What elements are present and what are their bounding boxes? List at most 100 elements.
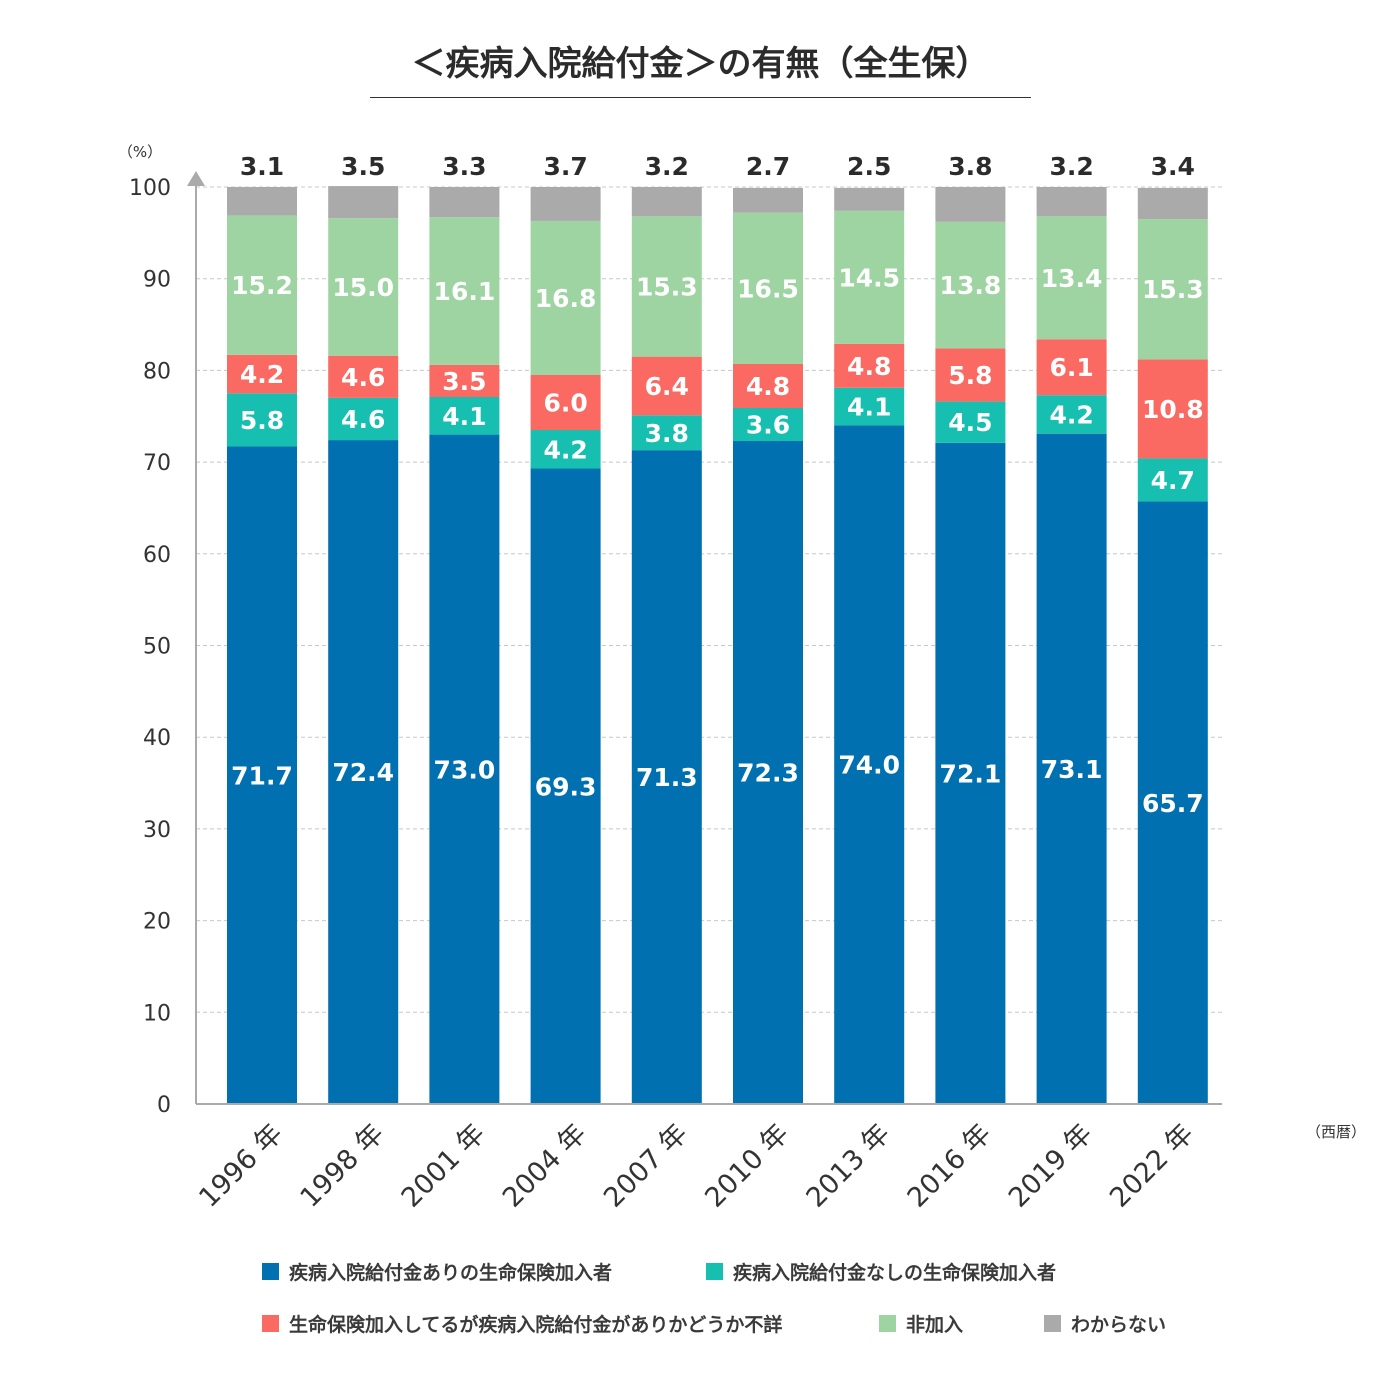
- bar-segment-dont_know: [935, 187, 1006, 222]
- y-tick-label: 100: [129, 176, 171, 201]
- y-axis-arrow: [187, 171, 205, 186]
- data-label-unknown_benefit: 3.5: [442, 367, 486, 396]
- legend-swatch: [706, 1262, 723, 1280]
- bar-segment-dont_know: [530, 187, 601, 221]
- bar-segment-dont_know: [1036, 187, 1107, 217]
- data-label-without_benefit: 4.2: [1049, 400, 1093, 429]
- y-tick-label: 60: [143, 543, 171, 568]
- data-label-without_benefit: 3.6: [746, 411, 790, 440]
- data-label-dont_know: 3.1: [240, 152, 284, 181]
- data-labels: 71.7 5.8 4.2 15.2 3.1 72.4 4.6 4.6 15.0 3.5 73.0 4.…: [231, 152, 1203, 818]
- bar-segment-with_benefit: [429, 434, 500, 1105]
- bar-segment-with_benefit: [530, 468, 601, 1104]
- bar-segment-without_benefit: [733, 407, 803, 442]
- bar-segment-unknown_benefit: [328, 355, 399, 398]
- x-tick-label: 2013 年: [800, 1118, 896, 1214]
- data-label-without_benefit: 4.1: [442, 402, 486, 431]
- legend-label: 疾病入院給付金ありの生命保険加入者: [289, 1261, 613, 1284]
- bar-segment-not_enrolled: [834, 210, 905, 344]
- bar-segment-with_benefit: [935, 442, 1006, 1104]
- y-tick-label: 20: [143, 910, 171, 935]
- bar-segment-without_benefit: [227, 393, 297, 447]
- data-label-with_benefit: 71.7: [231, 761, 293, 790]
- legend-item-dont_know: わからない: [1044, 1310, 1166, 1336]
- bar-segment-not_enrolled: [227, 215, 297, 355]
- data-label-unknown_benefit: 4.8: [847, 352, 891, 381]
- bar-segment-dont_know: [227, 187, 297, 216]
- x-axis-unit-label: （西暦）: [1306, 1123, 1366, 1141]
- bar-segment-with_benefit: [328, 440, 399, 1104]
- y-tick-label: 10: [143, 1001, 171, 1026]
- bar-segment-unknown_benefit: [227, 354, 297, 394]
- bar-segment-not_enrolled: [935, 221, 1006, 349]
- legend-swatch: [879, 1314, 896, 1332]
- x-tick-label: 2019 年: [1003, 1118, 1099, 1214]
- bar-segment-without_benefit: [631, 415, 702, 451]
- data-label-not_enrolled: 16.5: [737, 274, 799, 303]
- data-label-without_benefit: 3.8: [645, 419, 689, 448]
- bar-segment-not_enrolled: [631, 216, 702, 357]
- data-label-with_benefit: 72.1: [940, 759, 1002, 788]
- y-tick-label: 50: [143, 635, 171, 660]
- x-tick-label: 2022 年: [1104, 1118, 1200, 1214]
- bar-segment-dont_know: [834, 187, 905, 211]
- legend-label: わからない: [1071, 1313, 1167, 1336]
- x-tick-label: 2010 年: [699, 1118, 795, 1214]
- data-label-not_enrolled: 15.0: [332, 273, 394, 302]
- y-tick-label: 0: [157, 1093, 171, 1118]
- bar-segment-unknown_benefit: [733, 363, 803, 408]
- legend-swatch: [262, 1262, 279, 1280]
- bar-segment-with_benefit: [1036, 433, 1107, 1105]
- data-label-dont_know: 3.5: [341, 152, 385, 181]
- x-tick-label: 1998 年: [294, 1118, 390, 1214]
- x-tick-label: 2016 年: [902, 1118, 998, 1214]
- data-label-with_benefit: 65.7: [1142, 789, 1204, 818]
- data-label-unknown_benefit: 6.4: [645, 372, 689, 401]
- x-tick-label: 2007 年: [598, 1118, 694, 1214]
- y-tick-label: 90: [143, 268, 171, 293]
- bar-segment-with_benefit: [227, 446, 297, 1104]
- data-label-unknown_benefit: 6.0: [543, 388, 587, 417]
- legend-label: 生命保険加入してるが疾病入院給付金がありかどうか不詳: [289, 1313, 783, 1336]
- title-underline: [370, 97, 1031, 98]
- data-label-with_benefit: 71.3: [636, 763, 698, 792]
- legend-swatch: [262, 1314, 279, 1332]
- bar-segment-without_benefit: [530, 430, 601, 469]
- bar-segment-without_benefit: [429, 396, 500, 435]
- y-axis-unit-label: （%）: [118, 143, 162, 161]
- data-label-not_enrolled: 15.3: [636, 272, 698, 301]
- data-label-without_benefit: 4.1: [847, 393, 891, 422]
- y-tick-label: 30: [143, 818, 171, 843]
- bar-segment-without_benefit: [1036, 395, 1107, 434]
- data-label-not_enrolled: 15.3: [1142, 275, 1204, 304]
- legend-label: 非加入: [906, 1313, 964, 1336]
- y-tick-label: 70: [143, 451, 171, 476]
- bar-segment-dont_know: [429, 187, 500, 218]
- bar-segment-dont_know: [733, 187, 803, 213]
- data-label-dont_know: 3.3: [442, 152, 486, 181]
- bar-segment-with_benefit: [733, 441, 803, 1104]
- bar-segment-with_benefit: [1137, 501, 1208, 1104]
- chart-title: ＜疾病入院給付金＞の有無（全生保）: [411, 44, 990, 84]
- bar-segment-dont_know: [631, 187, 702, 217]
- bar-segment-not_enrolled: [733, 212, 803, 364]
- legend-label: 疾病入院給付金なしの生命保険加入者: [733, 1261, 1057, 1284]
- bar-segment-not_enrolled: [530, 220, 601, 375]
- y-tick-label: 80: [143, 359, 171, 384]
- data-label-without_benefit: 4.7: [1151, 466, 1195, 495]
- x-tick-label: 1996 年: [193, 1118, 289, 1214]
- data-label-not_enrolled: 13.4: [1041, 264, 1103, 293]
- legend-item-not_enrolled: 非加入: [879, 1310, 963, 1336]
- bar-segment-not_enrolled: [1036, 216, 1107, 340]
- y-tick-label: 40: [143, 726, 171, 751]
- data-label-with_benefit: 72.3: [737, 759, 799, 788]
- data-label-with_benefit: 74.0: [838, 751, 900, 780]
- legend-item-without_benefit: 疾病入院給付金なしの生命保険加入者: [706, 1258, 1056, 1284]
- data-label-with_benefit: 73.0: [434, 755, 496, 784]
- bar-segment-unknown_benefit: [935, 348, 1006, 402]
- data-label-without_benefit: 4.2: [543, 435, 587, 464]
- data-label-unknown_benefit: 4.6: [341, 363, 385, 392]
- data-label-unknown_benefit: 6.1: [1049, 353, 1093, 382]
- data-label-with_benefit: 73.1: [1041, 755, 1103, 784]
